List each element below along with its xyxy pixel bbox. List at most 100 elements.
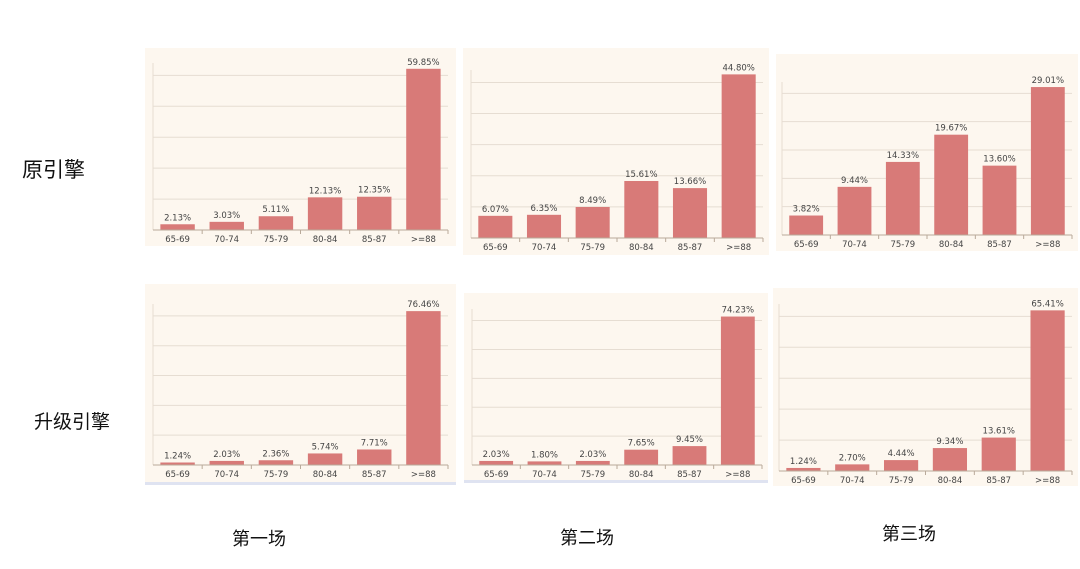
x-tick-label: 85-87 [987, 240, 1012, 250]
data-label: 12.35% [358, 186, 390, 196]
bar-8587 [672, 446, 707, 465]
x-tick-label: 80-84 [629, 243, 654, 253]
bar-88 [406, 68, 441, 230]
data-label: 12.13% [309, 186, 341, 196]
x-tick-label: 85-87 [362, 235, 387, 245]
data-label: 2.03% [483, 450, 510, 460]
data-label: 7.71% [361, 438, 388, 448]
data-label: 59.85% [407, 58, 439, 68]
data-label: 9.45% [676, 435, 703, 445]
x-tick-label: 65-69 [484, 470, 509, 480]
x-tick-label: 80-84 [313, 470, 338, 480]
data-label: 9.44% [841, 176, 868, 186]
bar-88 [1030, 310, 1065, 471]
bar-8587 [357, 196, 392, 230]
bar-chart-upgraded-match-1: 1.24% 65-69 2.03% 70-74 2.36% 75-79 5.74% 80-84… [152, 300, 449, 480]
bar-chart-original-match-3: 3.82% 65-69 9.44% 70-74 14.33% 75-79 19.67% 80-… [781, 76, 1073, 250]
data-label: 5.11% [262, 205, 289, 215]
data-label: 2.70% [839, 453, 866, 463]
data-label: 6.35% [530, 204, 557, 214]
data-label: 13.66% [674, 177, 706, 187]
x-tick-label: 85-87 [362, 470, 387, 480]
x-tick-label: 75-79 [580, 470, 605, 480]
data-label: 1.24% [164, 452, 191, 462]
data-label: 29.01% [1032, 76, 1064, 86]
data-label: 14.33% [887, 151, 919, 161]
x-tick-label: 85-87 [678, 243, 703, 253]
data-label: 65.41% [1031, 299, 1063, 309]
bar-7074 [209, 460, 244, 465]
x-tick-label: 70-74 [532, 470, 557, 480]
data-label: 4.44% [888, 449, 915, 459]
bar-7579 [258, 460, 294, 465]
bar-8587 [672, 188, 708, 238]
chart-panel-original-match-1: 2.13% 65-69 3.03% 70-74 5.11% 75-79 12.13% 80-8… [145, 48, 456, 246]
col-label-match-2: 第二场 [560, 528, 614, 549]
data-label: 19.67% [935, 124, 967, 134]
data-label: 13.60% [983, 155, 1015, 165]
data-label: 13.61% [983, 427, 1015, 437]
x-tick-label: >=88 [411, 470, 436, 480]
bar-7074 [527, 461, 562, 465]
chart-panel-upgraded-match-1: 1.24% 65-69 2.03% 70-74 2.36% 75-79 5.74% 80-84… [145, 284, 456, 483]
row-label-upgraded-engine: 升级引擎 [34, 411, 111, 433]
bar-8587 [981, 437, 1016, 471]
x-tick-label: 65-69 [483, 243, 508, 253]
bar-7579 [575, 206, 610, 238]
data-label: 6.07% [482, 205, 509, 215]
bar-8084 [307, 453, 343, 465]
bar-88 [406, 311, 441, 465]
chart-panel-original-match-3: 3.82% 65-69 9.44% 70-74 14.33% 75-79 19.67% 80-… [776, 54, 1078, 251]
data-label: 9.34% [936, 437, 963, 447]
x-tick-label: 70-74 [214, 470, 239, 480]
data-label: 2.36% [262, 449, 289, 459]
bar-88 [720, 316, 755, 465]
bar-6569 [789, 215, 824, 235]
data-label: 3.82% [793, 205, 820, 215]
x-tick-label: 80-84 [629, 470, 654, 480]
bar-7579 [883, 460, 919, 471]
bar-6569 [160, 224, 195, 230]
bar-8084 [932, 448, 968, 471]
bar-chart-upgraded-match-2: 2.03% 65-69 1.80% 70-74 2.03% 75-79 7.65% 80-84… [471, 306, 763, 480]
x-tick-label: 80-84 [939, 240, 964, 250]
x-tick-label: 65-69 [791, 476, 816, 486]
x-tick-label: >=88 [411, 235, 436, 245]
x-tick-label: 65-69 [165, 235, 190, 245]
bar-7074 [835, 464, 870, 471]
x-tick-label: >=88 [1035, 476, 1060, 486]
x-tick-label: 85-87 [677, 470, 702, 480]
data-label: 15.61% [625, 170, 657, 180]
data-label: 74.23% [722, 306, 754, 316]
x-tick-label: 75-79 [264, 235, 289, 245]
data-label: 3.03% [213, 211, 240, 221]
col-label-match-1: 第一场 [232, 529, 286, 550]
data-label: 1.24% [790, 457, 817, 467]
bar-8587 [357, 449, 392, 465]
bar-8084 [624, 449, 659, 465]
data-label: 5.74% [312, 442, 339, 452]
chart-panel-original-match-2: 6.07% 65-69 6.35% 70-74 8.49% 75-79 15.61% 80-8… [463, 48, 769, 255]
data-label: 2.13% [164, 213, 191, 223]
data-label: 8.49% [579, 196, 606, 206]
chart-underline-upgraded-match-1 [145, 482, 456, 485]
data-label: 1.80% [531, 450, 558, 460]
row-label-original-engine: 原引擎 [22, 158, 85, 182]
data-label: 7.65% [628, 439, 655, 449]
bar-7074 [837, 186, 872, 235]
x-tick-label: 70-74 [842, 240, 867, 250]
x-tick-label: 75-79 [580, 243, 605, 253]
x-tick-label: 75-79 [889, 476, 914, 486]
data-label: 2.03% [579, 450, 606, 460]
bar-88 [721, 74, 756, 239]
x-tick-label: 80-84 [938, 476, 963, 486]
bar-8084 [624, 180, 659, 238]
bar-6569 [160, 462, 195, 465]
x-tick-label: 65-69 [165, 470, 190, 480]
x-tick-label: 75-79 [890, 240, 915, 250]
bar-8587 [982, 165, 1017, 235]
bar-7074 [526, 214, 562, 238]
bar-chart-original-match-1: 2.13% 65-69 3.03% 70-74 5.11% 75-79 12.13% 80-8… [152, 58, 449, 245]
x-tick-label: 70-74 [214, 235, 239, 245]
bar-88 [1030, 87, 1065, 235]
